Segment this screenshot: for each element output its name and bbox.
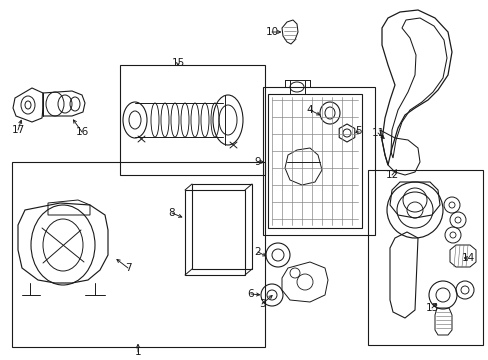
Text: 15: 15 <box>171 58 184 68</box>
Text: 11: 11 <box>370 128 384 138</box>
Text: 17: 17 <box>11 125 24 135</box>
Text: 6: 6 <box>247 289 254 299</box>
Text: 5: 5 <box>354 126 361 136</box>
Text: 14: 14 <box>461 253 474 263</box>
Text: 9: 9 <box>254 157 261 167</box>
Text: 1: 1 <box>134 347 141 357</box>
Text: 16: 16 <box>75 127 88 137</box>
Text: 12: 12 <box>385 170 398 180</box>
Text: 3: 3 <box>258 299 265 309</box>
Text: 8: 8 <box>168 208 175 218</box>
Text: 2: 2 <box>254 247 261 257</box>
Text: 7: 7 <box>124 263 131 273</box>
Text: 4: 4 <box>306 105 313 115</box>
Text: 13: 13 <box>425 303 438 313</box>
Text: 10: 10 <box>265 27 278 37</box>
